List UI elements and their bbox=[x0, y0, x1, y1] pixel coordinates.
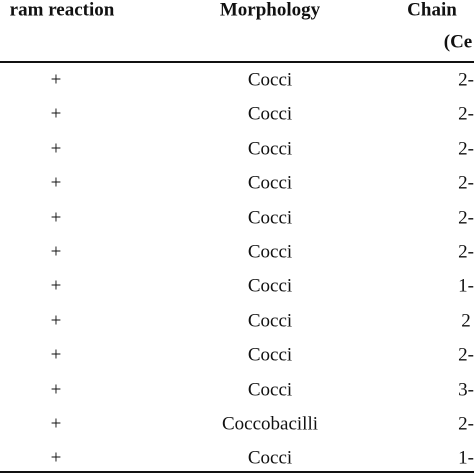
header-rule bbox=[0, 61, 474, 63]
table-cell: + bbox=[50, 103, 62, 125]
table-cell: Cocci bbox=[247, 379, 293, 401]
table-cell: Cocci bbox=[247, 344, 293, 366]
table-cell: Cocci bbox=[247, 310, 293, 332]
table-cell: + bbox=[50, 447, 62, 469]
table-cell: Cocci bbox=[247, 172, 293, 194]
table-cell: Cocci bbox=[247, 103, 293, 125]
table-cell: + bbox=[50, 344, 62, 366]
table-cell: + bbox=[50, 275, 62, 297]
table-cell: + bbox=[50, 379, 62, 401]
bottom-rule bbox=[0, 471, 474, 473]
header-cell: Chain bbox=[407, 0, 457, 21]
header-cell: (Ce bbox=[443, 31, 473, 53]
table-cell: 2- bbox=[458, 207, 474, 229]
table-cell: + bbox=[50, 69, 62, 91]
table-cell: + bbox=[50, 310, 62, 332]
table-cell: 1- bbox=[458, 275, 474, 297]
table-cell: Cocci bbox=[247, 275, 293, 297]
table-cell: Cocci bbox=[247, 241, 293, 263]
table-cell: 2- bbox=[458, 138, 474, 160]
table-cell: + bbox=[50, 413, 62, 435]
table-cell: 3- bbox=[458, 379, 474, 401]
table-cell: + bbox=[50, 241, 62, 263]
header-cell: Morphology bbox=[219, 0, 321, 21]
table-cell: 2- bbox=[458, 413, 474, 435]
table-cell: 2- bbox=[458, 69, 474, 91]
table-cell: 2- bbox=[458, 172, 474, 194]
table-cell: + bbox=[50, 172, 62, 194]
table-cell: 2- bbox=[458, 344, 474, 366]
table-cell: 1- bbox=[458, 447, 474, 469]
header-cell: ram reaction bbox=[9, 0, 115, 21]
table-cell: Cocci bbox=[247, 207, 293, 229]
table-cell: Cocci bbox=[247, 138, 293, 160]
table-cell: Cocci bbox=[247, 447, 293, 469]
table-cell: Cocci bbox=[247, 69, 293, 91]
table-cell: 2- bbox=[458, 103, 474, 125]
table-cell: Coccobacilli bbox=[221, 413, 319, 435]
table-cell: 2 bbox=[461, 310, 471, 332]
table-cell: + bbox=[50, 207, 62, 229]
table-cell: + bbox=[50, 138, 62, 160]
table-cell: 2- bbox=[458, 241, 474, 263]
